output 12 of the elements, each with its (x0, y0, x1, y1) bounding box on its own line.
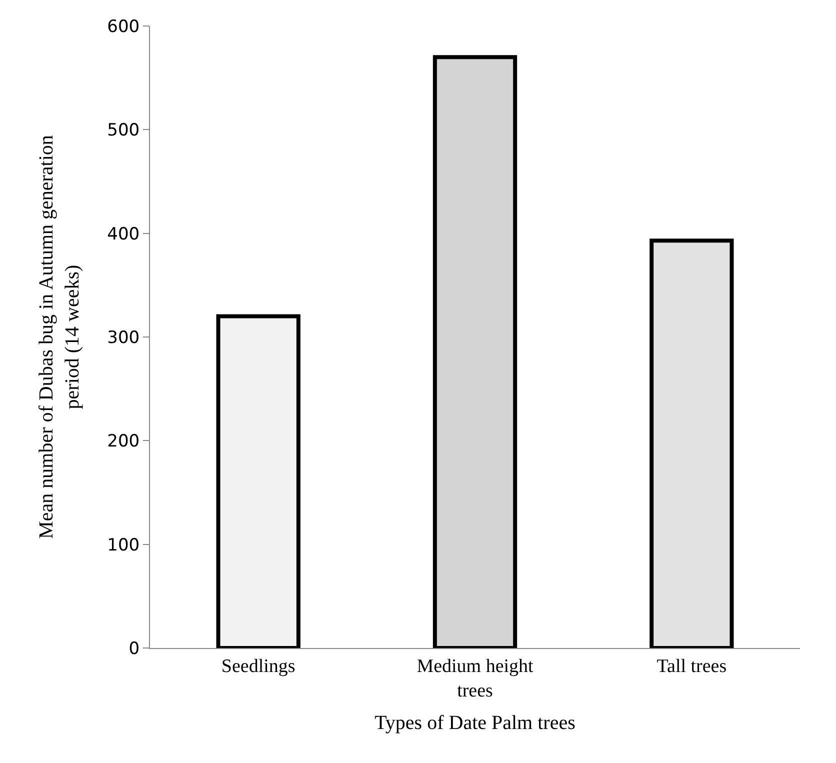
x-tick-label: Medium height trees (416, 656, 534, 702)
y-tick-label: 100 (107, 535, 140, 556)
y-tick-label: 300 (107, 328, 140, 348)
x-tick-label: Tall trees (656, 656, 727, 677)
y-tick-label: 500 (107, 120, 140, 141)
x-tick-label: Seedlings (221, 656, 296, 677)
y-tick-label: 400 (107, 224, 140, 244)
y-axis-title: Mean number of Dubas bug in Autumn generation period (14 weeks) (36, 135, 84, 539)
y-tick-label: 600 (107, 16, 140, 37)
x-axis-title: Types of Date Palm trees (374, 712, 576, 734)
y-tick-label: 200 (107, 432, 140, 452)
y-tick-label: 0 (128, 638, 140, 659)
